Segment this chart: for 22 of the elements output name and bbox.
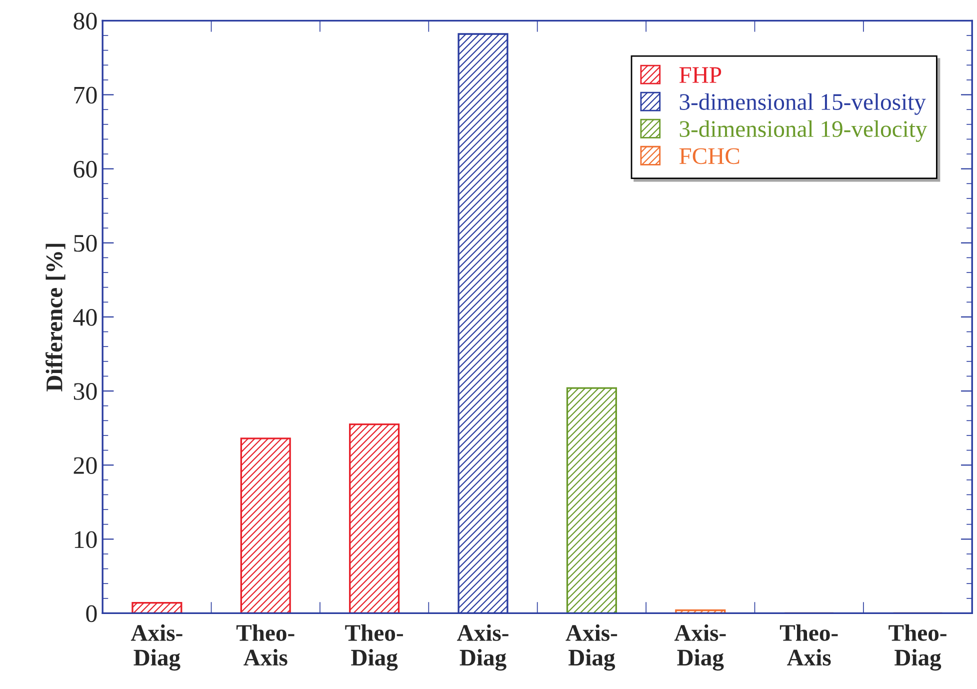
x-tick-label: Axis- Diag [130, 624, 182, 671]
x-tick-label: Axis- Diag [457, 624, 508, 671]
legend-label: FHP [679, 67, 722, 83]
x-tick-label: Theo- Axis [780, 624, 838, 666]
legend-label: 3-dimensional 19-velocity [680, 120, 928, 142]
legend-label: 3-dimensional 15-velosity [680, 93, 926, 115]
y-tick-label: 50 [74, 234, 97, 252]
x-tick-label: Axis- Diag [566, 624, 618, 671]
y-tick-label: 30 [74, 383, 97, 400]
x-tick-label: Theo- Diag [888, 624, 946, 671]
x-tick-label: Axis- Diag [674, 624, 726, 671]
y-tick-label: 80 [74, 12, 97, 30]
y-tick-label: 60 [74, 160, 97, 178]
x-tick-label: Theo- Diag [345, 624, 403, 671]
y-axis-title: Difference [%] [46, 244, 66, 392]
y-tick-label: 70 [74, 86, 97, 104]
x-tick-label: Theo- Axis [236, 624, 294, 666]
y-tick-label: 0 [86, 605, 97, 622]
y-tick-label: 40 [73, 308, 97, 326]
legend-label: FCHC [679, 148, 740, 164]
y-tick-label: 20 [74, 457, 97, 474]
y-tick-label: 10 [74, 531, 97, 548]
